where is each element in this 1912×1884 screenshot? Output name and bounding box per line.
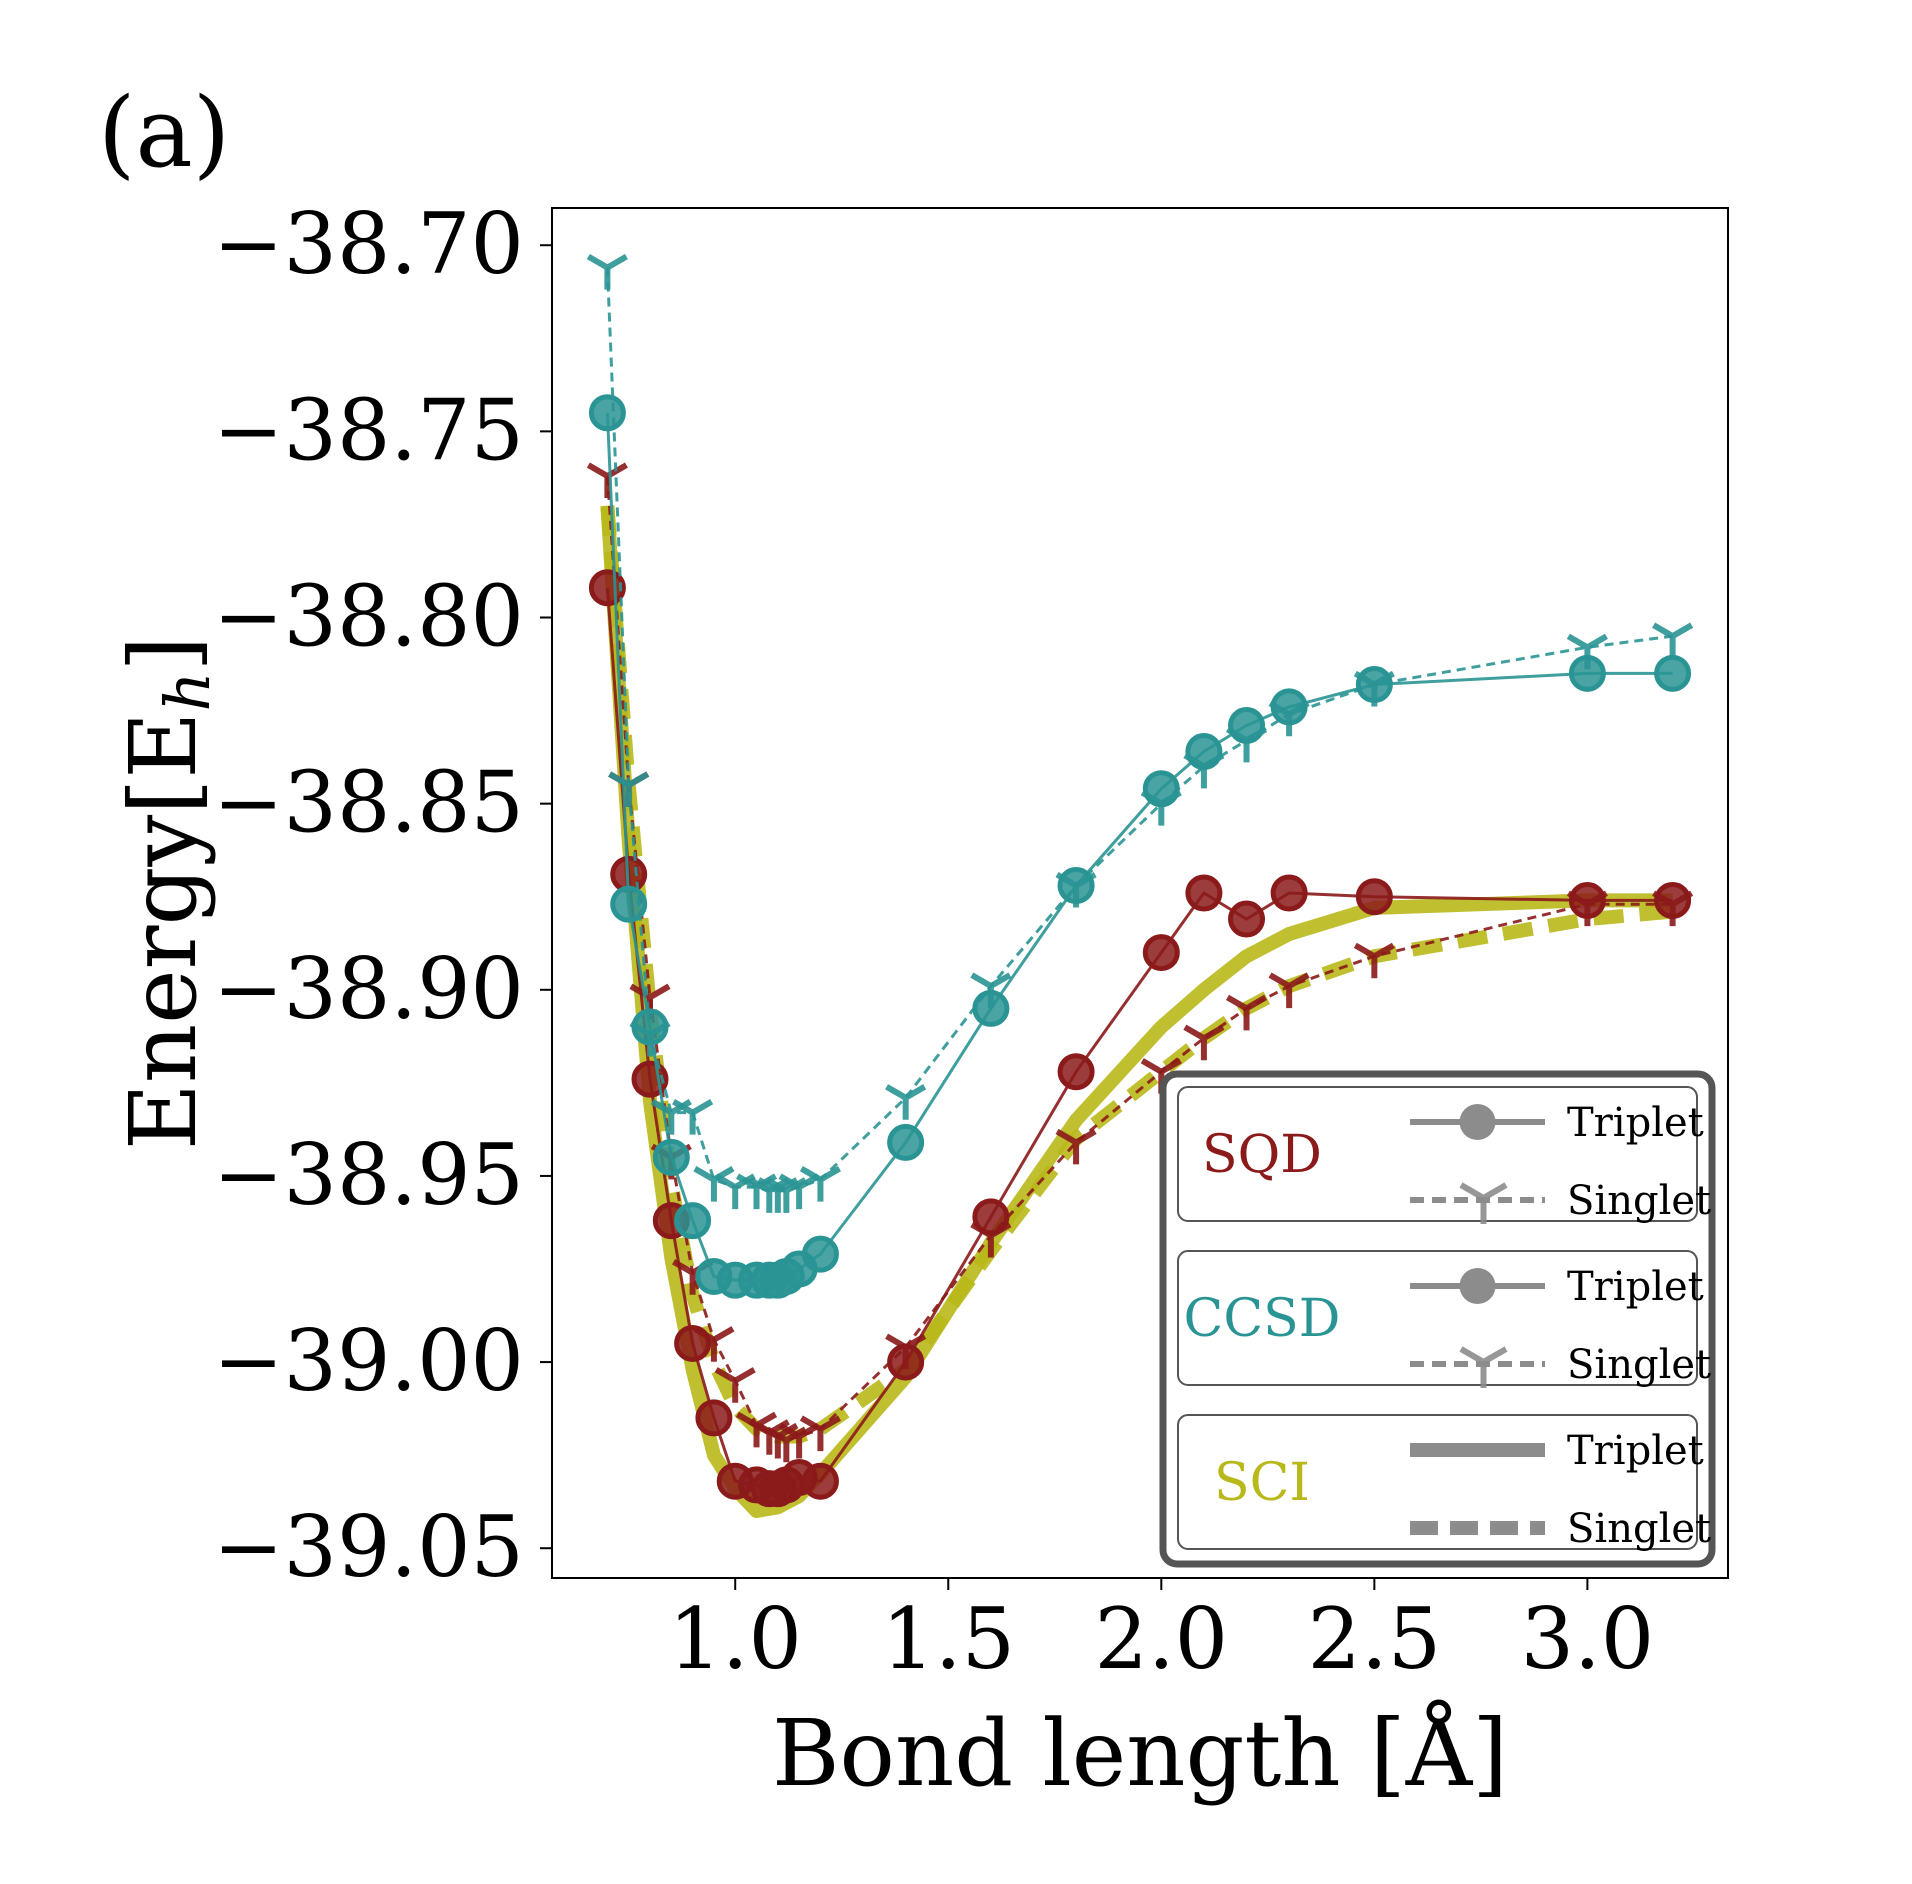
- data-point-sqd-singlet: [1652, 890, 1694, 927]
- legend-group-frame: [1177, 1086, 1698, 1222]
- data-point-ccsd-singlet: [629, 1020, 671, 1057]
- y-tick-label: −39.05: [213, 1498, 524, 1596]
- data-point-sqd-triplet: [1355, 878, 1393, 916]
- plot-frame: [551, 207, 1729, 1579]
- data-point-sqd-singlet: [1268, 972, 1310, 1009]
- y-tick-label: −38.95: [213, 1126, 524, 1224]
- data-point-ccsd-singlet: [1268, 700, 1310, 737]
- y-tick-label: −38.85: [213, 754, 524, 852]
- y-axis-label-sub: h: [151, 672, 224, 712]
- legend-entry-label: Triplet: [1567, 1264, 1704, 1310]
- y-axis-label: Energy[Eh]: [110, 636, 224, 1151]
- legend-method-label: SCI: [1214, 1453, 1310, 1513]
- legend-tri-marker: [1459, 1346, 1508, 1388]
- data-point-sqd-singlet: [1353, 942, 1395, 979]
- legend-method-label: CCSD: [1184, 1289, 1341, 1349]
- x-tick-label: 1.0: [668, 1590, 802, 1688]
- y-axis-label-main: Energy[E: [110, 712, 217, 1151]
- data-point-sqd-singlet: [1183, 1024, 1225, 1061]
- data-point-ccsd-singlet: [885, 1084, 927, 1120]
- data-point-sqd-singlet: [1225, 994, 1268, 1031]
- data-point-sqd-triplet: [1057, 1053, 1095, 1091]
- legend-entry-label: Singlet: [1567, 1178, 1711, 1224]
- data-point-ccsd-triplet: [652, 1138, 690, 1176]
- data-point-ccsd-singlet: [1566, 633, 1608, 670]
- data-point-sqd-triplet: [1228, 900, 1266, 938]
- data-point-ccsd-triplet: [801, 1235, 839, 1273]
- legend-group-sci: SCI Triplet Singlet: [1177, 1414, 1711, 1552]
- data-point-sqd-singlet: [970, 1221, 1012, 1258]
- data-point-sqd-singlet: [885, 1333, 927, 1370]
- y-tick-label: −38.90: [213, 940, 524, 1038]
- data-point-ccsd-singlet: [1353, 670, 1395, 707]
- data-point-ccsd-singlet: [1225, 726, 1268, 763]
- legend-group-ccsd: CCSD Triplet Singlet: [1177, 1250, 1711, 1388]
- x-tick-label: 2.5: [1308, 1590, 1442, 1688]
- legend-entry-label: Singlet: [1567, 1342, 1711, 1388]
- data-point-ccsd-triplet: [887, 1123, 925, 1161]
- data-point-ccsd-singlet: [586, 253, 628, 290]
- data-point-sqd-singlet: [799, 1415, 841, 1452]
- data-point-ccsd-triplet: [1654, 654, 1692, 692]
- data-point-ccsd-triplet: [588, 394, 626, 432]
- legend-group-sqd: SQD Triplet Singlet: [1177, 1086, 1711, 1224]
- data-point-ccsd-singlet: [1183, 752, 1225, 789]
- data-point-ccsd-singlet: [1055, 871, 1097, 908]
- y-tick-label: −39.00: [213, 1312, 524, 1410]
- data-point-ccsd-singlet: [1652, 622, 1694, 659]
- legend-group-frame: [1177, 1414, 1698, 1550]
- x-axis-ticks: 1.0 1.5 2.0 2.5 3.0: [668, 1578, 1654, 1688]
- legend-tri-marker: [1459, 1182, 1508, 1224]
- legend: SQD Triplet Singlet CCSD Triplet Singlet SCI Tr…: [1159, 1070, 1716, 1568]
- data-point-sqd-triplet: [1142, 934, 1180, 972]
- data-point-sqd-singlet: [714, 1367, 756, 1403]
- series-ccsd-singlet: [586, 253, 1694, 1213]
- legend-circle-marker: [1459, 1268, 1496, 1304]
- data-point-sqd-triplet: [695, 1399, 733, 1437]
- data-point-ccsd-triplet: [674, 1202, 712, 1240]
- data-point-sqd-triplet: [1185, 874, 1223, 912]
- series-layer: [586, 253, 1694, 1518]
- legend-entry-label: Triplet: [1567, 1100, 1704, 1146]
- legend-entry-label: Triplet: [1567, 1428, 1704, 1474]
- legend-method-label: SQD: [1202, 1125, 1322, 1185]
- legend-entry-label: Singlet: [1567, 1506, 1711, 1552]
- x-tick-label: 1.5: [881, 1590, 1015, 1688]
- data-point-sqd-triplet: [588, 569, 626, 607]
- x-axis-label: Bond length [Å]: [772, 1699, 1508, 1807]
- y-tick-label: −38.75: [213, 381, 524, 479]
- y-tick-label: −38.80: [213, 568, 524, 666]
- legend-circle-marker: [1459, 1104, 1496, 1140]
- y-tick-label: −38.70: [213, 195, 524, 293]
- y-axis-label-close: ]: [110, 636, 217, 672]
- legend-groups: SQD Triplet Singlet CCSD Triplet Singlet SCI Tr…: [1177, 1086, 1711, 1552]
- data-point-ccsd-singlet: [672, 1099, 714, 1135]
- data-point-sqd-singlet: [693, 1326, 735, 1362]
- data-point-ccsd-triplet: [610, 885, 648, 923]
- data-point-sqd-triplet: [801, 1462, 839, 1500]
- legend-group-frame: [1177, 1250, 1698, 1386]
- data-point-sqd-singlet: [586, 462, 628, 499]
- data-point-ccsd-singlet: [970, 972, 1012, 1009]
- plot-axes: −38.70 −38.75 −38.80 −38.85 −38.90 −38.95 −39.…: [213, 195, 1729, 1688]
- x-tick-label: 2.0: [1095, 1590, 1229, 1688]
- panel-label: (a): [98, 77, 230, 189]
- x-tick-label: 3.0: [1521, 1590, 1655, 1688]
- data-point-ccsd-singlet: [1140, 790, 1182, 826]
- y-axis-ticks: −38.70 −38.75 −38.80 −38.85 −38.90 −38.95 −39.…: [213, 195, 552, 1596]
- data-point-sqd-triplet: [1270, 874, 1308, 912]
- data-point-ccsd-singlet: [608, 771, 650, 808]
- data-point-sqd-singlet: [1566, 890, 1608, 927]
- data-point-ccsd-singlet: [799, 1166, 841, 1202]
- data-point-sqd-singlet: [1055, 1128, 1097, 1165]
